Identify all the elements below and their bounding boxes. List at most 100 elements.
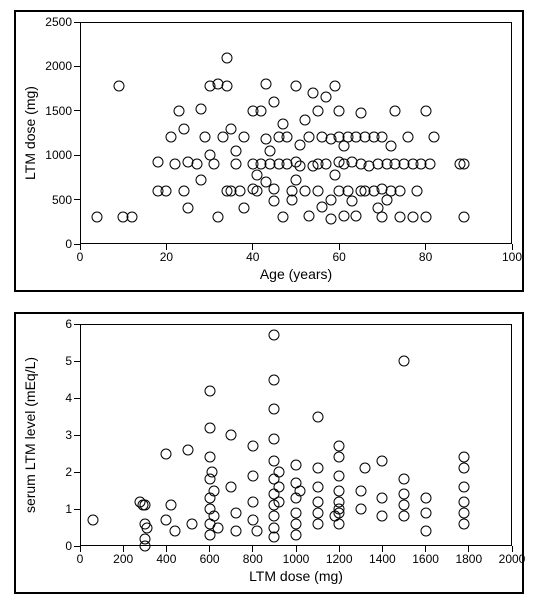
data-point: [308, 88, 319, 99]
data-point: [139, 533, 150, 544]
data-point: [338, 210, 349, 221]
data-point: [420, 212, 431, 223]
data-point: [291, 518, 302, 529]
data-point: [312, 518, 323, 529]
data-point: [273, 496, 284, 507]
x-tick-label: 0: [77, 250, 84, 264]
data-point: [390, 105, 401, 116]
data-point: [394, 185, 405, 196]
data-point: [230, 145, 241, 156]
y-tick: [74, 546, 80, 547]
data-point: [273, 481, 284, 492]
data-point: [303, 210, 314, 221]
data-point: [269, 455, 280, 466]
data-point: [161, 515, 172, 526]
data-point: [291, 459, 302, 470]
data-point: [204, 452, 215, 463]
data-point: [247, 441, 258, 452]
y-tick-label: 5: [65, 354, 72, 368]
data-point: [299, 114, 310, 125]
y-tick-label: 2000: [45, 59, 72, 73]
data-point: [399, 474, 410, 485]
data-point: [347, 196, 358, 207]
y-tick: [74, 509, 80, 510]
y-tick-label: 0: [65, 539, 72, 553]
y-tick-label: 2: [65, 465, 72, 479]
x-tick-label: 2000: [499, 552, 526, 566]
y-tick: [74, 22, 80, 23]
data-point: [256, 105, 267, 116]
y-tick: [74, 324, 80, 325]
data-point: [206, 467, 217, 478]
x-tick-label: 1600: [412, 552, 439, 566]
data-point: [312, 105, 323, 116]
data-point: [141, 522, 152, 533]
data-point: [269, 404, 280, 415]
data-point: [394, 212, 405, 223]
data-point: [191, 159, 202, 170]
data-point: [226, 481, 237, 492]
data-point: [187, 518, 198, 529]
data-point: [208, 511, 219, 522]
y-tick-label: 2500: [45, 15, 72, 29]
data-point: [213, 212, 224, 223]
data-point: [269, 433, 280, 444]
data-point: [269, 183, 280, 194]
data-point: [265, 145, 276, 156]
data-point: [226, 430, 237, 441]
data-point: [278, 119, 289, 130]
data-point: [139, 500, 150, 511]
data-point: [230, 159, 241, 170]
data-point: [161, 185, 172, 196]
x-tick-label: 1400: [369, 552, 396, 566]
x-tick-label: 40: [246, 250, 259, 264]
x-tick-label: 0: [77, 552, 84, 566]
data-point: [230, 526, 241, 537]
y-axis-title: LTM dose (mg): [22, 86, 38, 180]
data-point: [360, 463, 371, 474]
y-tick: [74, 110, 80, 111]
data-point: [217, 132, 228, 143]
y-tick-label: 500: [52, 193, 72, 207]
data-point: [200, 132, 211, 143]
y-tick: [74, 155, 80, 156]
data-point: [411, 185, 422, 196]
data-point: [355, 107, 366, 118]
y-tick: [74, 199, 80, 200]
x-tick-label: 60: [333, 250, 346, 264]
data-point: [208, 159, 219, 170]
data-point: [87, 515, 98, 526]
data-point: [269, 511, 280, 522]
data-point: [329, 80, 340, 91]
data-point: [278, 212, 289, 223]
data-point: [291, 507, 302, 518]
x-tick-label: 100: [502, 250, 522, 264]
data-point: [269, 196, 280, 207]
y-tick-label: 4: [65, 391, 72, 405]
data-point: [334, 485, 345, 496]
data-point: [407, 212, 418, 223]
data-point: [286, 185, 297, 196]
y-tick: [74, 472, 80, 473]
data-point: [230, 507, 241, 518]
data-point: [355, 504, 366, 515]
data-point: [351, 210, 362, 221]
data-point: [334, 105, 345, 116]
x-tick-label: 1000: [283, 552, 310, 566]
y-tick-label: 1: [65, 502, 72, 516]
data-point: [295, 485, 306, 496]
data-point: [221, 52, 232, 63]
data-point: [291, 529, 302, 540]
data-point: [234, 185, 245, 196]
data-point: [334, 470, 345, 481]
data-point: [299, 185, 310, 196]
data-point: [247, 496, 258, 507]
data-point: [195, 175, 206, 186]
data-point: [342, 185, 353, 196]
x-tick-label: 80: [419, 250, 432, 264]
data-point: [399, 500, 410, 511]
data-point: [312, 463, 323, 474]
data-point: [226, 123, 237, 134]
data-point: [252, 185, 263, 196]
data-point: [204, 385, 215, 396]
